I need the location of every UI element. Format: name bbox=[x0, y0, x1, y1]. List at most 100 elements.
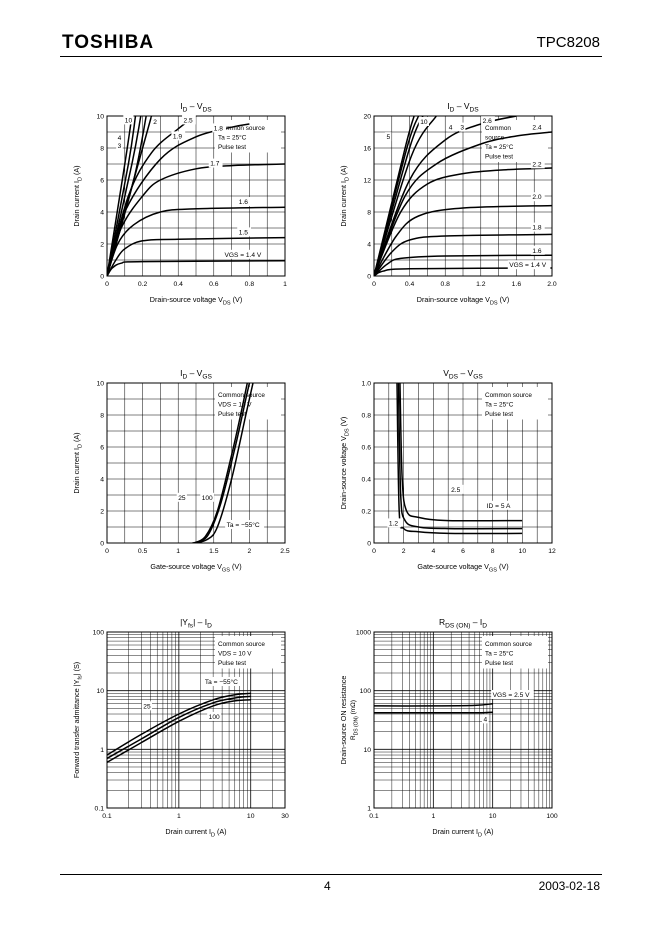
curve-label: 1.6 bbox=[239, 199, 248, 206]
curve-label: 2.0 bbox=[532, 194, 541, 201]
curve-label-bg bbox=[237, 227, 252, 237]
plot-frame bbox=[373, 115, 553, 277]
page-number: 4 bbox=[324, 879, 331, 893]
series-line bbox=[374, 167, 552, 276]
series-line bbox=[397, 383, 523, 530]
x-axis-label: Drain current ID (A) bbox=[165, 827, 226, 839]
series-line bbox=[107, 206, 285, 276]
legend-line: Common source bbox=[218, 392, 265, 399]
document-date: 2003-02-18 bbox=[538, 879, 600, 893]
legend-line: Common source bbox=[218, 641, 265, 648]
x-tick-label: 12 bbox=[548, 548, 556, 555]
legend-line: Pulse test bbox=[485, 154, 513, 161]
curve-label-bg bbox=[418, 117, 429, 126]
chart-title: ID – VDS bbox=[447, 101, 479, 114]
y-axis-label-group: Drain-source voltage VDS (V) bbox=[339, 417, 351, 509]
legend-bg bbox=[482, 636, 548, 669]
curve-label: 2.4 bbox=[532, 125, 541, 132]
curve-label-bg bbox=[203, 676, 243, 686]
x-tick-label: 1 bbox=[176, 548, 180, 555]
y-tick-label: 1000 bbox=[356, 630, 371, 637]
plot-frame bbox=[373, 382, 553, 544]
series-group bbox=[107, 692, 251, 763]
x-tick-label: 0.6 bbox=[209, 281, 219, 288]
curve-label-bg bbox=[200, 492, 214, 502]
y-tick-label: 10 bbox=[363, 747, 371, 754]
curve-label-bg bbox=[530, 245, 545, 255]
x-tick-label: 4 bbox=[431, 548, 435, 555]
curve-label-bg bbox=[481, 714, 489, 724]
curve-label: 1.6 bbox=[532, 248, 541, 255]
y-axis-label: Drain current ID (A) bbox=[72, 165, 84, 226]
curve-label: 4 bbox=[449, 125, 453, 132]
y-tick-label: 8 bbox=[367, 210, 371, 217]
x-tick-label: 0.2 bbox=[138, 281, 148, 288]
curve-label-bg bbox=[384, 132, 392, 142]
x-tick-label: 10 bbox=[519, 548, 527, 555]
curve-label-bg bbox=[481, 116, 495, 126]
legend-box: Common source Ta = 25°C Pulse test bbox=[482, 387, 548, 420]
x-tick-label: 1.5 bbox=[209, 548, 219, 555]
series-group bbox=[374, 702, 493, 714]
series-line bbox=[374, 116, 437, 276]
x-tick-label: 0.8 bbox=[245, 281, 255, 288]
y-tick-label: 0.4 bbox=[362, 477, 372, 484]
curve-label: 1.9 bbox=[173, 133, 182, 140]
y-axis-label: Forward transfer admittance |Yfs| (S) bbox=[72, 662, 84, 778]
legend-line: Pulse test bbox=[485, 660, 513, 667]
curve-label: 25 bbox=[143, 703, 151, 710]
y-tick-label: 0.6 bbox=[362, 445, 372, 452]
x-axis-label: Gate-source voltage VGS (V) bbox=[150, 562, 241, 574]
series-line bbox=[374, 711, 493, 714]
y-tick-label: 100 bbox=[360, 688, 372, 695]
series-line bbox=[195, 383, 251, 543]
legend-line: Ta = 25°C bbox=[485, 143, 514, 151]
chart-title: VDS – VGS bbox=[443, 368, 483, 381]
y-tick-label: 0 bbox=[100, 541, 104, 548]
y-tick-label: 0 bbox=[367, 274, 371, 281]
y-tick-label: 20 bbox=[363, 114, 371, 121]
x-axis-label: Gate-source voltage VGS (V) bbox=[417, 562, 508, 574]
y-tick-label: 10 bbox=[96, 114, 104, 121]
curve-label-bg bbox=[237, 197, 252, 206]
chart-title: ID – VGS bbox=[180, 368, 212, 381]
curve-label: 100 bbox=[202, 495, 213, 502]
y-tick-label: 0.2 bbox=[362, 509, 372, 516]
series-line bbox=[374, 702, 493, 707]
series-group bbox=[107, 116, 285, 276]
footer-divider bbox=[60, 874, 602, 875]
curve-label-bg bbox=[141, 701, 152, 711]
y-axis-label-2: RDS (ON) (mΩ) bbox=[350, 700, 360, 740]
x-axis-label: Drain-source voltage VDS (V) bbox=[417, 295, 509, 307]
legend-line: Common source bbox=[485, 641, 532, 648]
curve-label-bg bbox=[176, 492, 187, 502]
x-tick-label: 1 bbox=[177, 813, 181, 820]
x-tick-label: 0.8 bbox=[440, 281, 450, 288]
curve-label: 2 bbox=[153, 119, 157, 126]
curve-label-bg bbox=[485, 500, 518, 510]
chart-title: |Yfs| – ID bbox=[180, 617, 212, 630]
series-line bbox=[107, 236, 285, 276]
x-axis-label: Drain current ID (A) bbox=[432, 827, 493, 839]
series-line bbox=[107, 699, 251, 763]
curve-label: 100 bbox=[209, 714, 220, 721]
y-tick-label: 1.0 bbox=[362, 381, 372, 388]
curve-label-bg bbox=[212, 123, 227, 133]
grid bbox=[107, 383, 285, 543]
curve-label-bg bbox=[530, 222, 545, 232]
x-tick-label: 0.4 bbox=[173, 281, 183, 288]
y-axis-label-group: Drain-source ON resistance RDS (ON) (mΩ) bbox=[339, 676, 360, 765]
curve-label: VGS = 2.5 V bbox=[493, 692, 530, 699]
x-tick-label: 0 bbox=[105, 281, 109, 288]
y-tick-label: 0.8 bbox=[362, 413, 372, 420]
legend-line: Pulse test bbox=[218, 660, 246, 667]
legend-line: Pulse test bbox=[218, 411, 246, 418]
curve-label: VGS = 1.4 V bbox=[224, 252, 261, 259]
legend-box: Common source VDS = 10 V Pulse test bbox=[215, 636, 281, 669]
legend-line: Ta = 25°C bbox=[485, 401, 514, 409]
curve-label-bg bbox=[458, 122, 466, 132]
plot-frame bbox=[373, 631, 553, 809]
curve-label-bg bbox=[507, 260, 551, 270]
